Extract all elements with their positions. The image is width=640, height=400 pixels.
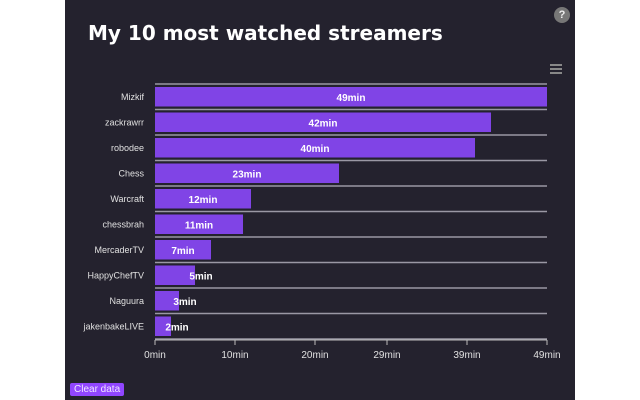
bar <box>155 138 475 158</box>
data-label: 12min <box>189 195 218 206</box>
clear-data-button[interactable]: Clear data <box>70 383 125 396</box>
category-label: HappyChefTV <box>87 270 144 280</box>
chart-panel: My 10 most watched streamers ? Mizkif 49m… <box>65 0 575 400</box>
bar <box>155 265 195 285</box>
category-label: Mizkif <box>121 92 144 102</box>
data-label: 40min <box>301 144 330 155</box>
bar <box>155 112 491 132</box>
bar <box>155 240 211 260</box>
category-label: chessbrah <box>102 219 144 229</box>
bar <box>155 291 179 311</box>
data-label: 42min <box>309 118 338 129</box>
category-label: Warcraft <box>110 194 144 204</box>
bar <box>155 316 171 336</box>
bar <box>155 87 547 107</box>
category-label: zackrawrr <box>105 117 144 127</box>
page-title: My 10 most watched streamers <box>88 21 443 45</box>
x-tick-label: 0min <box>144 350 166 361</box>
bar-chart: Mizkif 49min zackrawrr 42min robodee 40min Che… <box>82 83 561 361</box>
data-label: 3min <box>173 297 196 308</box>
bar <box>155 189 251 209</box>
bar <box>155 214 243 234</box>
category-label: Naguura <box>109 296 144 306</box>
category-label: jakenbakeLIVE <box>82 321 144 331</box>
data-label: 5min <box>189 271 212 282</box>
data-label: 23min <box>233 169 262 180</box>
help-icon[interactable]: ? <box>554 7 570 23</box>
data-label: 7min <box>171 246 194 257</box>
hamburger-menu-icon[interactable] <box>550 64 562 74</box>
category-label: Chess <box>118 168 144 178</box>
data-label: 49min <box>337 93 366 104</box>
x-tick-label: 49min <box>533 350 560 361</box>
category-label: MercaderTV <box>94 245 144 255</box>
x-tick-label: 29min <box>373 350 400 361</box>
bar <box>155 163 339 183</box>
x-tick-label: 20min <box>301 350 328 361</box>
x-tick-label: 39min <box>453 350 480 361</box>
data-label: 11min <box>185 220 213 231</box>
data-label: 2min <box>165 322 188 333</box>
x-tick-label: 10min <box>221 350 248 361</box>
category-label: robodee <box>111 143 144 153</box>
